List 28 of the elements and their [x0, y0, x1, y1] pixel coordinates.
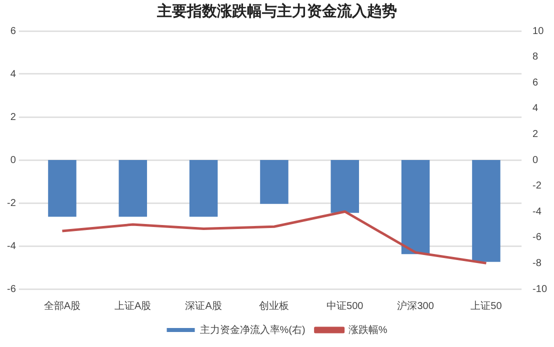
x-tick-label: 沪深300	[397, 300, 434, 312]
y2-tick-label: -4	[532, 206, 542, 218]
y-tick-label: -2	[6, 198, 16, 209]
y2-tick-label: 4	[532, 103, 539, 114]
y2-tick-label: 0	[532, 154, 539, 166]
y-tick-label: -6	[6, 284, 16, 295]
chart-title: 主要指数涨跌幅与主力资金流入趋势	[156, 2, 398, 21]
y-tick-label: -4	[6, 240, 16, 252]
x-tick-label: 全部A股	[44, 300, 81, 312]
y2-tick-label: 6	[532, 77, 539, 88]
x-tick-label: 上证A股	[114, 300, 152, 312]
x-tick-label: 中证500	[326, 300, 364, 312]
y2-tick-label: -10	[532, 284, 548, 295]
y-tick-label: 4	[10, 68, 16, 80]
x-tick-label: 创业板	[259, 300, 290, 312]
y-tick-label: 2	[10, 112, 16, 123]
y2-tick-label: -2	[532, 180, 542, 192]
x-tick-label: 深证A股	[185, 300, 222, 312]
y2-tick-label: 2	[532, 128, 539, 140]
legend-label: 涨跌幅%	[348, 324, 388, 336]
legend-label: 主力资金净流入率%(右)	[200, 324, 306, 336]
y-tick-label: 6	[10, 26, 16, 37]
y2-tick-label: -6	[532, 232, 542, 244]
y2-tick-label: -8	[532, 258, 542, 269]
x-tick-label: 上证50	[470, 300, 502, 312]
y2-tick-label: 8	[532, 52, 539, 63]
y-tick-label: 0	[10, 154, 16, 166]
y2-tick-label: 10	[532, 26, 544, 37]
